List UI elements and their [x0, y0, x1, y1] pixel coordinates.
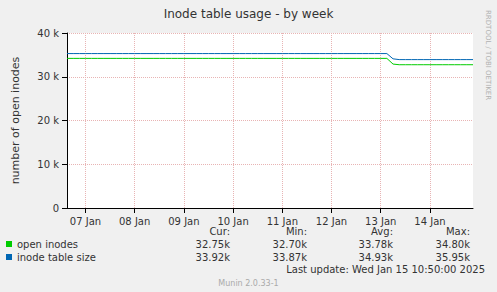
- svg-text:09 Jan: 09 Jan: [168, 216, 199, 227]
- svg-text:07 Jan: 07 Jan: [70, 216, 101, 227]
- svg-text:10 k: 10 k: [37, 159, 59, 170]
- svg-text:12 Jan: 12 Jan: [316, 216, 347, 227]
- svg-text:35.95k: 35.95k: [436, 252, 471, 263]
- svg-text:30 k: 30 k: [37, 71, 59, 82]
- svg-text:Avg:: Avg:: [371, 226, 393, 237]
- svg-text:Munin 2.0.33-1: Munin 2.0.33-1: [218, 279, 278, 288]
- svg-text:33.78k: 33.78k: [359, 239, 394, 250]
- svg-text:RRDTOOL / TOBI OETIKER: RRDTOOL / TOBI OETIKER: [484, 10, 492, 100]
- svg-text:0: 0: [53, 203, 59, 214]
- svg-text:inode table size: inode table size: [17, 252, 96, 263]
- svg-text:11 Jan: 11 Jan: [267, 216, 298, 227]
- svg-text:number of open inodes: number of open inodes: [9, 56, 22, 184]
- svg-text:13 Jan: 13 Jan: [365, 216, 396, 227]
- svg-text:33.92k: 33.92k: [196, 252, 231, 263]
- svg-text:open inodes: open inodes: [17, 239, 78, 250]
- svg-text:32.70k: 32.70k: [273, 239, 308, 250]
- svg-text:14 Jan: 14 Jan: [414, 216, 445, 227]
- svg-text:08 Jan: 08 Jan: [119, 216, 150, 227]
- svg-text:33.87k: 33.87k: [273, 252, 308, 263]
- svg-text:34.93k: 34.93k: [359, 252, 394, 263]
- svg-text:32.75k: 32.75k: [196, 239, 231, 250]
- svg-text:10 Jan: 10 Jan: [217, 216, 248, 227]
- svg-text:Last update: Wed Jan 15 10:50:: Last update: Wed Jan 15 10:50:00 2025: [286, 264, 485, 275]
- svg-text:Max:: Max:: [446, 226, 470, 237]
- svg-text:34.80k: 34.80k: [436, 239, 471, 250]
- svg-text:20 k: 20 k: [37, 115, 59, 126]
- svg-text:Inode table usage - by week: Inode table usage - by week: [164, 7, 334, 21]
- svg-text:40 k: 40 k: [37, 28, 59, 39]
- svg-text:Min:: Min:: [286, 226, 307, 237]
- svg-text:Cur:: Cur:: [209, 226, 230, 237]
